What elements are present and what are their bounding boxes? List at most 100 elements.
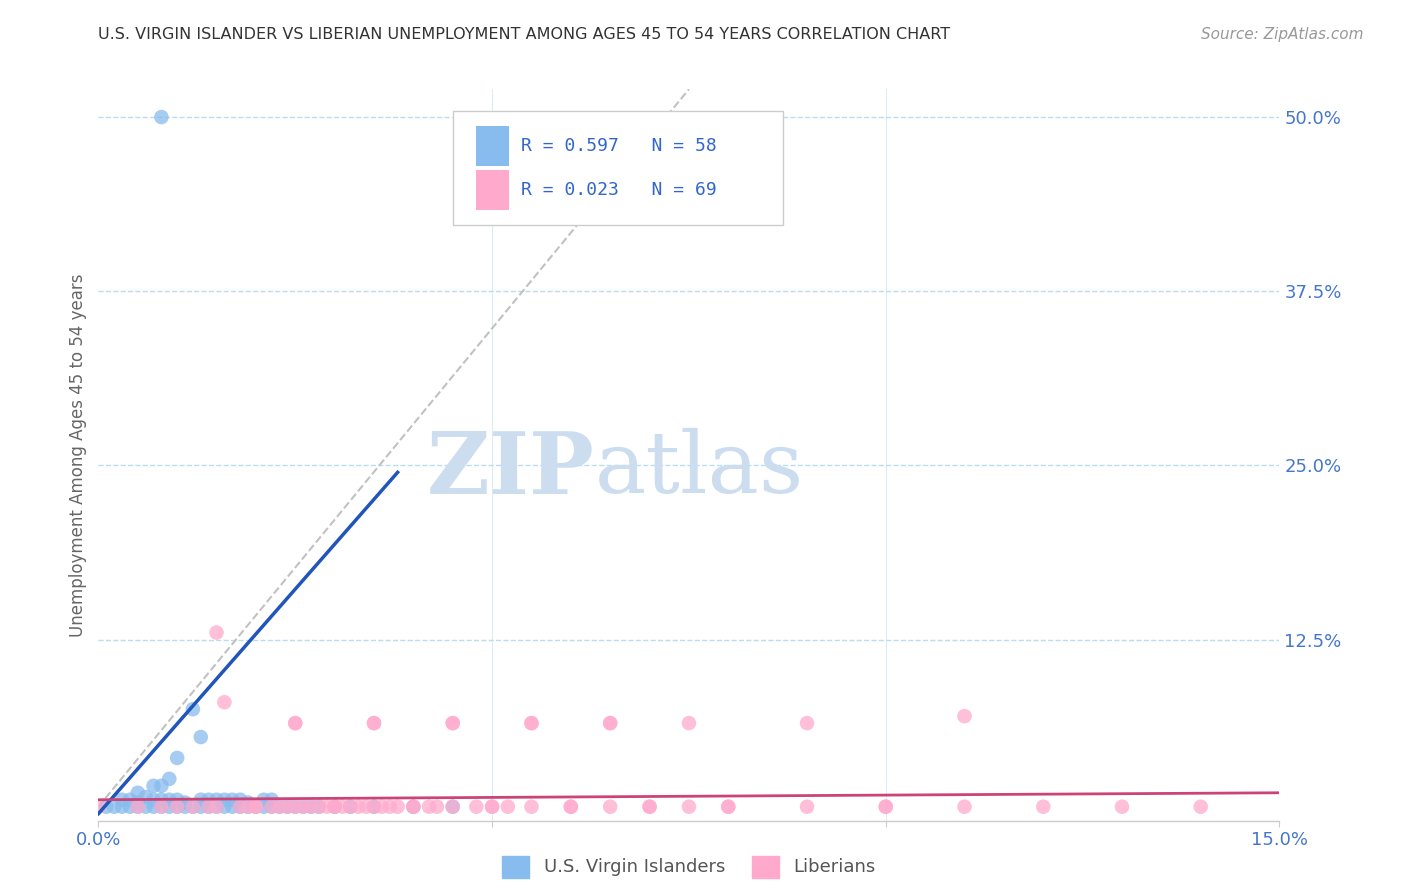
Point — [387, 799, 409, 814]
Point — [276, 799, 298, 814]
Point — [181, 799, 204, 814]
Text: U.S. VIRGIN ISLANDER VS LIBERIAN UNEMPLOYMENT AMONG AGES 45 TO 54 YEARS CORRELAT: U.S. VIRGIN ISLANDER VS LIBERIAN UNEMPLO… — [98, 27, 950, 42]
Text: atlas: atlas — [595, 428, 804, 511]
Point — [284, 716, 307, 731]
Point — [441, 716, 464, 731]
Point — [347, 799, 370, 814]
Point — [599, 716, 621, 731]
Point — [127, 799, 149, 814]
Point — [1189, 799, 1212, 814]
Point — [292, 799, 315, 814]
Point — [181, 702, 204, 716]
Point — [599, 716, 621, 731]
Point — [166, 751, 188, 765]
Point — [520, 716, 543, 731]
Point — [1032, 799, 1054, 814]
Point — [481, 799, 503, 814]
Legend: U.S. Virgin Islanders, Liberians: U.S. Virgin Islanders, Liberians — [495, 848, 883, 885]
Point — [363, 716, 385, 731]
Point — [465, 799, 488, 814]
Point — [402, 799, 425, 814]
Point — [323, 799, 346, 814]
Point — [205, 799, 228, 814]
Point — [142, 799, 165, 814]
Point — [245, 799, 267, 814]
Point — [111, 793, 134, 807]
Point — [339, 799, 361, 814]
FancyBboxPatch shape — [453, 112, 783, 225]
Point — [292, 799, 315, 814]
Point — [371, 799, 394, 814]
Point — [221, 793, 243, 807]
Point — [236, 799, 259, 814]
Point — [323, 799, 346, 814]
Point — [520, 716, 543, 731]
Point — [796, 799, 818, 814]
Point — [150, 779, 173, 793]
Point — [308, 799, 330, 814]
Point — [135, 799, 157, 814]
Point — [229, 793, 252, 807]
Point — [638, 799, 661, 814]
Text: ZIP: ZIP — [426, 427, 595, 511]
Point — [363, 799, 385, 814]
Point — [229, 799, 252, 814]
Point — [875, 799, 897, 814]
Point — [796, 716, 818, 731]
Point — [166, 793, 188, 807]
Point — [174, 799, 197, 814]
Point — [150, 793, 173, 807]
Point — [245, 799, 267, 814]
Point — [339, 799, 361, 814]
Point — [135, 789, 157, 804]
Point — [299, 799, 322, 814]
Point — [197, 793, 219, 807]
Point — [284, 716, 307, 731]
Point — [441, 716, 464, 731]
Point — [276, 799, 298, 814]
Point — [166, 799, 188, 814]
Point — [354, 799, 377, 814]
Point — [190, 730, 212, 744]
Point — [150, 110, 173, 124]
Point — [253, 793, 276, 807]
Point — [174, 796, 197, 810]
Point — [214, 799, 236, 814]
Point — [205, 799, 228, 814]
Point — [111, 799, 134, 814]
Point — [953, 799, 976, 814]
Point — [96, 799, 118, 814]
Point — [157, 799, 180, 814]
Point — [87, 799, 110, 814]
Point — [142, 793, 165, 807]
Text: Source: ZipAtlas.com: Source: ZipAtlas.com — [1201, 27, 1364, 42]
Point — [181, 799, 204, 814]
Point — [229, 799, 252, 814]
Point — [299, 799, 322, 814]
Point — [197, 799, 219, 814]
Point — [253, 799, 276, 814]
Point — [378, 799, 401, 814]
Point — [197, 799, 219, 814]
Point — [236, 799, 259, 814]
Point — [560, 799, 582, 814]
Point — [638, 799, 661, 814]
Point — [214, 793, 236, 807]
Point — [363, 716, 385, 731]
Point — [236, 796, 259, 810]
Point — [260, 793, 283, 807]
Point — [205, 625, 228, 640]
Point — [441, 799, 464, 814]
Point — [118, 799, 141, 814]
Point — [260, 799, 283, 814]
Point — [678, 716, 700, 731]
Point — [190, 793, 212, 807]
Point — [157, 793, 180, 807]
Point — [245, 799, 267, 814]
Point — [127, 786, 149, 800]
Point — [214, 695, 236, 709]
Point — [118, 793, 141, 807]
Text: R = 0.023   N = 69: R = 0.023 N = 69 — [522, 181, 717, 199]
Point — [284, 799, 307, 814]
Point — [496, 799, 519, 814]
